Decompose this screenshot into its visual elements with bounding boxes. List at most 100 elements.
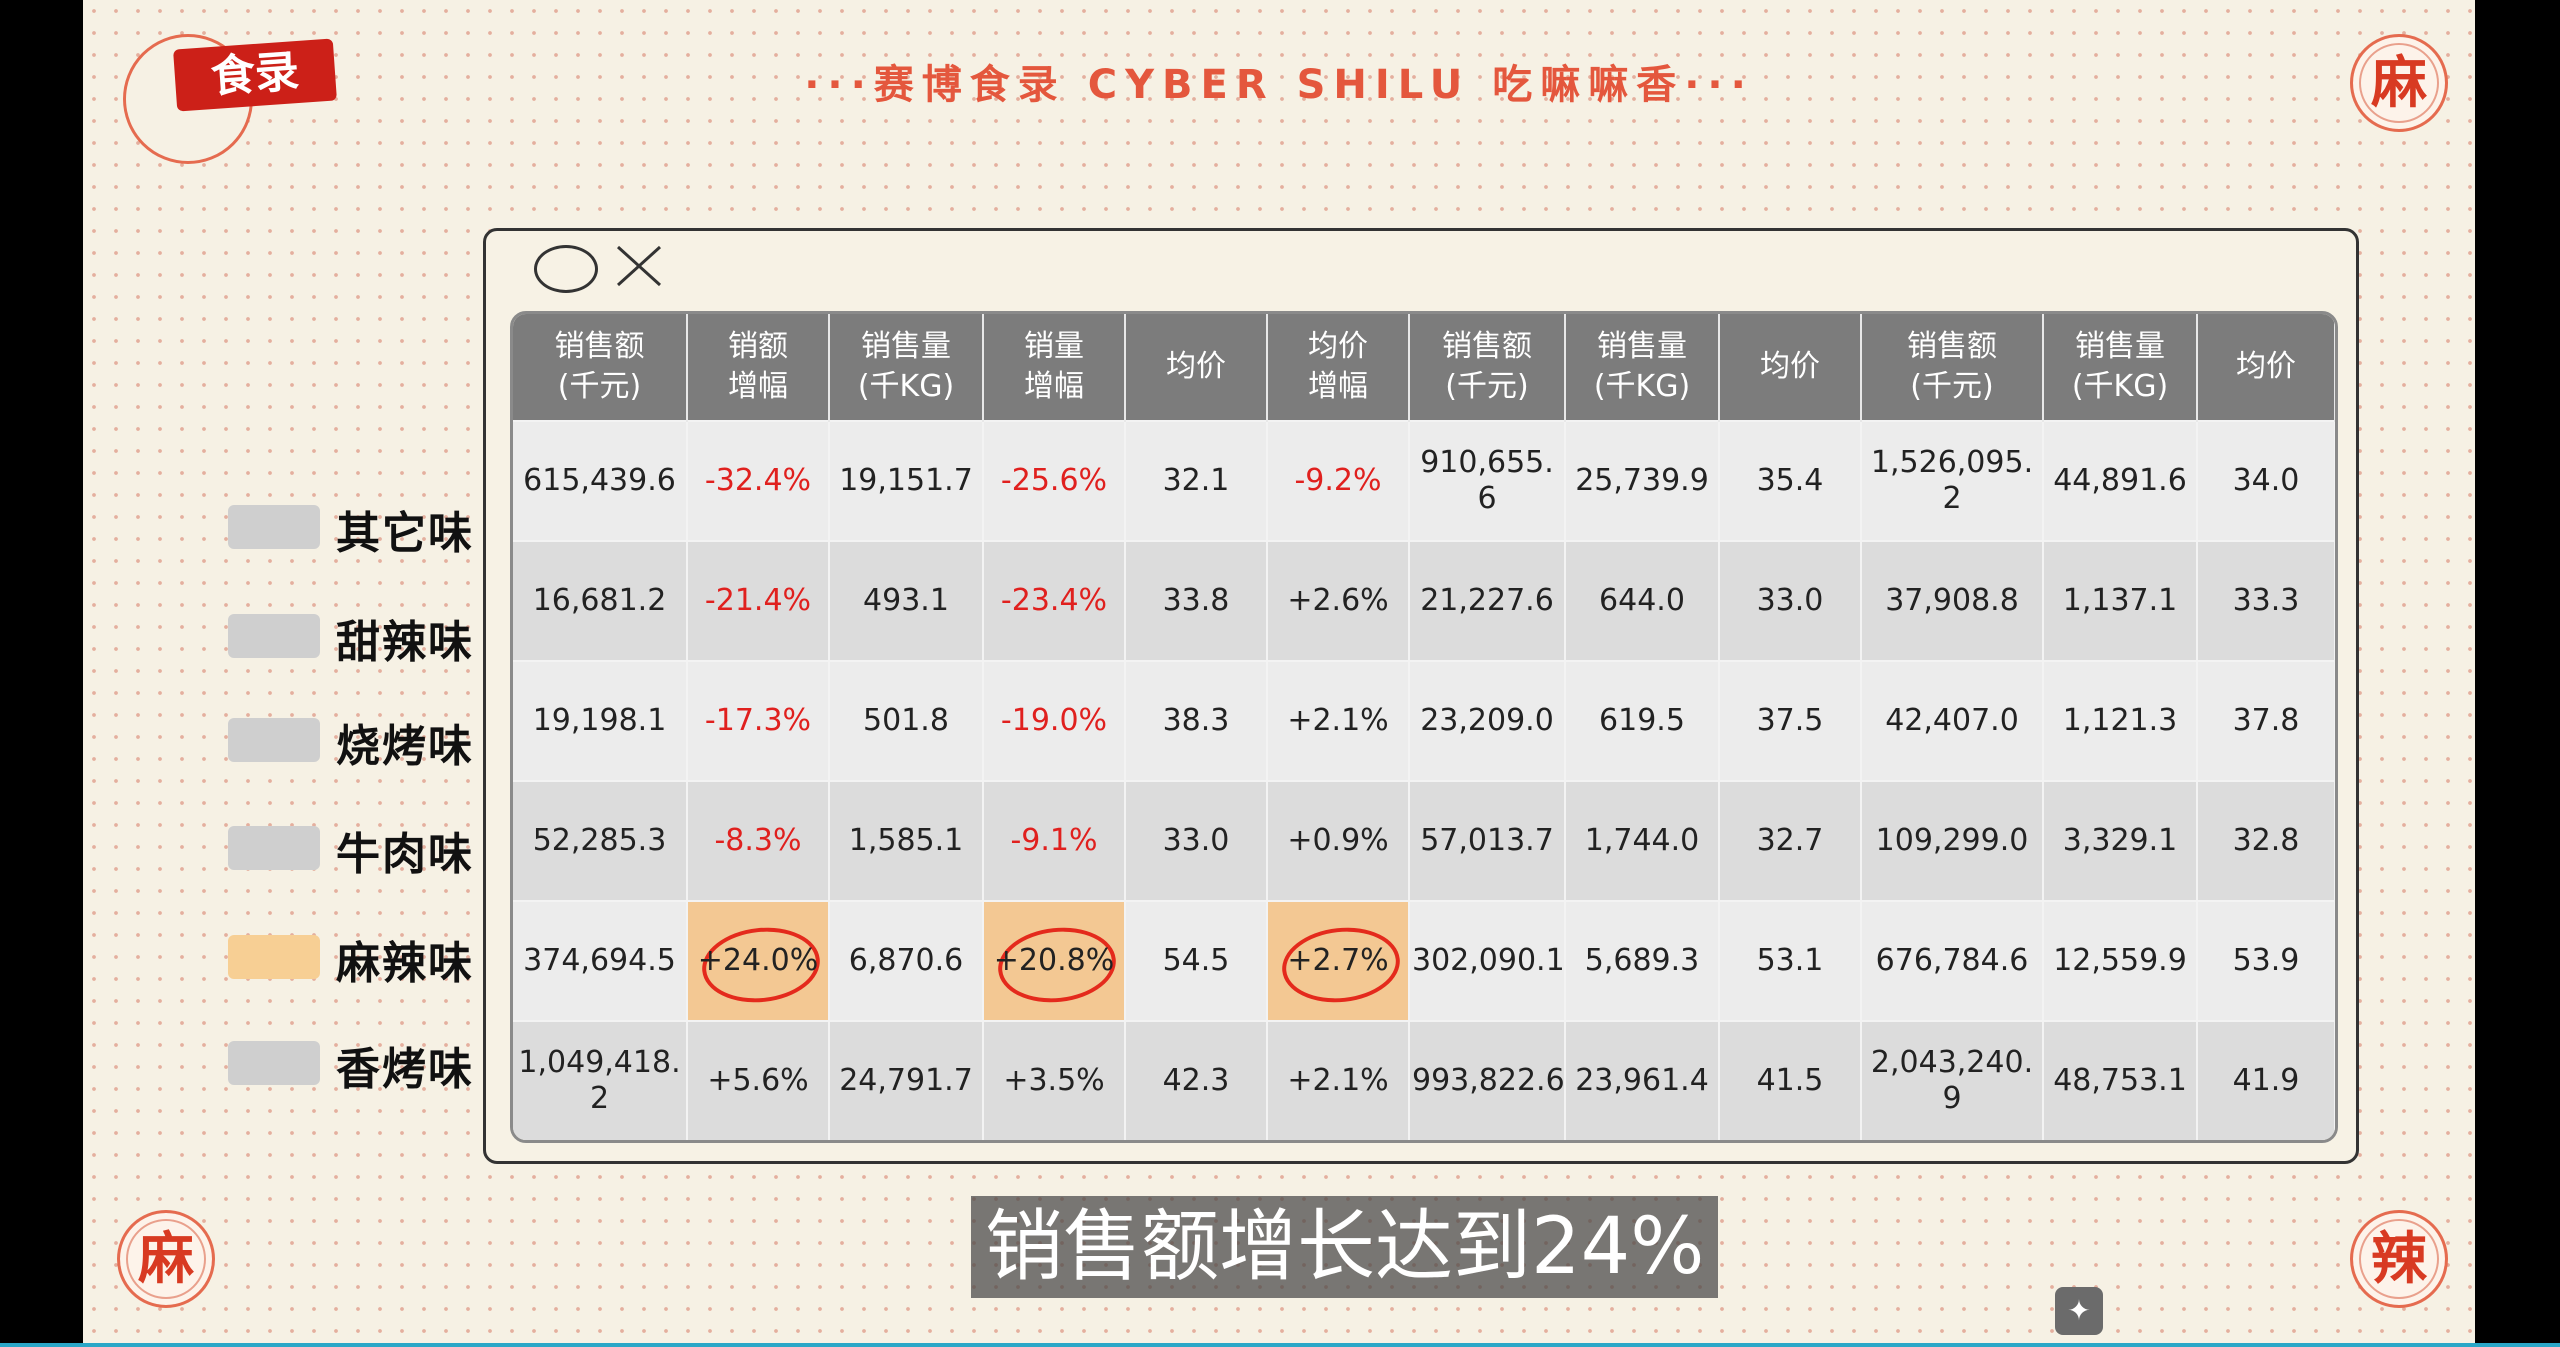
legend-swatch [228,718,320,762]
table-cell: 25,739.9 [1565,420,1720,541]
table-window: 销售额 (千元) 销额 增幅 销售量 (千KG) 销量 增幅 均价 均价 增幅 销售额 (千元) 销售量(… [483,228,2359,1164]
table-cell: 19,198.1 [513,660,688,781]
subtitle-caption: 销售额增长达到24% [971,1196,1719,1298]
page-title: ···赛博食录 CYBER SHILU 吃嘛嘛香··· [804,62,1754,108]
legend-swatch [228,614,320,658]
table-cell: 374,694.5 [513,900,688,1021]
legend-label: 香烤味 [336,1044,474,1095]
table-cell: 32.7 [1719,780,1862,901]
table-cell: 19,151.7 [829,420,984,541]
table-cell: 676,784.6 [1861,900,2044,1021]
table-cell: 54.5 [1125,900,1268,1021]
column-header: 均价 [1125,314,1268,421]
table-cell: 1,744.0 [1565,780,1720,901]
table-row: 615,439.6 -32.4% 19,151.7 -25.6% 32.1 -9.2% 91… [513,420,2335,541]
table-cell: 16,681.2 [513,540,688,661]
legend-item: 牛肉味 [228,808,568,880]
table-cell: 3,329.1 [2043,780,2198,901]
table-cell: 37,908.8 [1861,540,2044,661]
table-cell: 23,961.4 [1565,1020,1720,1140]
column-header: 销售量 (千KG) [1565,314,1720,421]
legend-swatch-highlight [228,935,320,979]
table-cell: +0.9% [1267,780,1410,901]
magic-wand-icon[interactable]: ✦ [2055,1287,2103,1335]
column-header: 销售额 (千元) [1861,314,2044,421]
table-cell: 6,870.6 [829,900,984,1021]
column-header: 销售量 (千KG) [2043,314,2198,421]
table-cell: 1,137.1 [2043,540,2198,661]
table-cell: 302,090.1 [1409,900,1566,1021]
table-row: 52,285.3 -8.3% 1,585.1 -9.1% 33.0 +0.9% 57,013… [513,780,2335,901]
window-circle-icon[interactable] [534,245,598,293]
table-cell: -23.4% [983,540,1126,661]
legend-label: 其它味 [336,508,474,559]
table-cell: -17.3% [687,660,830,781]
column-header: 均价 [2197,314,2335,421]
table-cell: 48,753.1 [2043,1020,2198,1140]
table-row: 1,049,418. 2 +5.6% 24,791.7 +3.5% 42.3 +2.1% 99… [513,1020,2335,1140]
legend-item: 麻辣味 [228,917,568,989]
column-header: 销售量 (千KG) [829,314,984,421]
legend-swatch [228,1041,320,1085]
table-cell: -8.3% [687,780,830,901]
table-cell: 37.8 [2197,660,2335,781]
table-cell: -32.4% [687,420,830,541]
table-cell: +2.1% [1267,660,1410,781]
table-cell: 2,043,240. 9 [1861,1020,2044,1140]
table-cell: 33.0 [1719,540,1862,661]
table-cell: 23,209.0 [1409,660,1566,781]
table-cell: 993,822.6 [1409,1020,1566,1140]
legend-item: 香烤味 [228,1023,568,1095]
table-cell: 35.4 [1719,420,1862,541]
table-cell: +3.5% [983,1020,1126,1140]
column-header: 均价 [1719,314,1862,421]
table-cell: 501.8 [829,660,984,781]
table-row: 19,198.1 -17.3% 501.8 -19.0% 38.3 +2.1% 23,209… [513,660,2335,781]
table-cell: 910,655. 6 [1409,420,1566,541]
table-cell: 34.0 [2197,420,2335,541]
table-cell: 21,227.6 [1409,540,1566,661]
legend-label: 牛肉味 [336,829,474,880]
table-cell: +2.6% [1267,540,1410,661]
table-cell: 38.3 [1125,660,1268,781]
data-table: 销售额 (千元) 销额 增幅 销售量 (千KG) 销量 增幅 均价 均价 增幅 销售额 (千元) 销售量(… [513,314,2335,1140]
table-cell: +5.6% [687,1020,830,1140]
table-cell: 5,689.3 [1565,900,1720,1021]
table-cell: 52,285.3 [513,780,688,901]
seal-top-right: 麻 [2350,34,2448,132]
table-header-row: 销售额 (千元) 销额 增幅 销售量 (千KG) 销量 增幅 均价 均价 增幅 销售额 (千元) 销售量(… [513,314,2335,421]
table-cell: 1,526,095. 2 [1861,420,2044,541]
table-cell: 615,439.6 [513,420,688,541]
column-header: 销额 增幅 [687,314,830,421]
table-cell: 493.1 [829,540,984,661]
column-header: 销量 增幅 [983,314,1126,421]
table-cell: 57,013.7 [1409,780,1566,901]
table-cell: -9.2% [1267,420,1410,541]
column-header: 销售额 (千元) [513,314,688,421]
legend-swatch [228,826,320,870]
legend-label: 甜辣味 [336,617,474,668]
table-cell: 619.5 [1565,660,1720,781]
table-row: 374,694.5 +24.0% 6,870.6 +20.8% 54.5 +2.7% 302… [513,900,2335,1021]
seal-bottom-left: 麻 [117,1210,215,1308]
table-cell-circled: +24.0% [687,900,830,1021]
table-cell: 24,791.7 [829,1020,984,1140]
table-cell: 37.5 [1719,660,1862,781]
table-cell: 42.3 [1125,1020,1268,1140]
table-cell: -25.6% [983,420,1126,541]
legend-item: 烧烤味 [228,700,568,772]
table-cell: 42,407.0 [1861,660,2044,781]
table-row: 16,681.2 -21.4% 493.1 -23.4% 33.8 +2.6% 21,227… [513,540,2335,661]
table-cell: 644.0 [1565,540,1720,661]
table-cell-circled: +2.7% [1267,900,1410,1021]
table-cell-circled: +20.8% [983,900,1126,1021]
legend-label: 烧烤味 [336,721,474,772]
seal-bottom-right: 辣 [2350,1210,2448,1308]
close-icon[interactable] [614,243,664,289]
column-header: 均价 增幅 [1267,314,1410,421]
table-body: 615,439.6 -32.4% 19,151.7 -25.6% 32.1 -9.2% 91… [513,420,2335,1140]
table-cell: 53.9 [2197,900,2335,1021]
table-cell: +2.1% [1267,1020,1410,1140]
table-cell: 109,299.0 [1861,780,2044,901]
table-cell: 1,121.3 [2043,660,2198,781]
